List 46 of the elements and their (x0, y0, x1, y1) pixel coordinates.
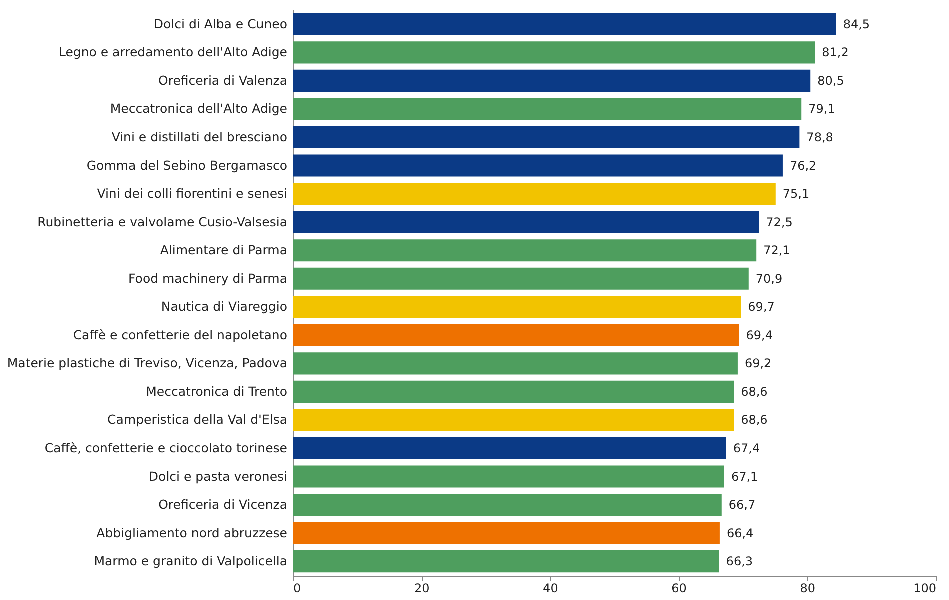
y-tick-label: Rubinetteria e valvolame Cusio-Valsesia (38, 214, 288, 230)
data-label: 67,1 (731, 470, 758, 484)
data-label: 67,4 (733, 441, 760, 456)
data-label: 72,5 (766, 215, 793, 230)
y-tick-label: Food machinery di Parma (128, 270, 288, 286)
y-tick-label: Oreficeria di Vicenza (158, 497, 288, 512)
data-label: 75,1 (782, 187, 810, 202)
data-label: 81,2 (822, 46, 849, 60)
data-label: 68,6 (741, 413, 768, 428)
x-tick-label: 40 (543, 582, 558, 596)
y-tick-label: Camperistica della Val d'Elsa (108, 412, 288, 428)
y-tick-label: Nautica di Viareggio (161, 299, 288, 314)
data-label: 84,5 (843, 17, 870, 32)
y-tick-label: Dolci e pasta veronesi (148, 468, 288, 484)
y-tick-label: Caffè, confetterie e cioccolato torinese (44, 440, 288, 456)
data-label: 78,8 (806, 130, 834, 145)
data-label: 69,4 (746, 328, 773, 342)
y-tick-label: Oreficeria di Valenza (158, 72, 288, 88)
y-tick-label: Materie plastiche di Treviso, Vicenza, Padova (7, 356, 288, 371)
y-tick-label: Gomma del Sebino Bergamasco (86, 158, 288, 173)
x-tick-label: 0 (294, 582, 302, 596)
data-label: 80,5 (818, 74, 844, 88)
y-tick-label: Legno e arredamento dell'Alto Adige (58, 44, 288, 60)
data-label: 69,7 (748, 300, 775, 314)
data-label: 72,1 (764, 244, 790, 258)
x-tick-label: 60 (672, 582, 687, 596)
y-tick-label: Abbigliamento nord abruzzese (96, 525, 288, 540)
data-label: 66,7 (728, 498, 756, 512)
y-tick-label: Meccatronica di Trento (146, 384, 288, 399)
data-label: 76,2 (790, 158, 817, 173)
data-label: 66,4 (726, 526, 754, 540)
data-label: 70,9 (756, 272, 783, 286)
data-label: 68,6 (741, 384, 768, 399)
y-tick-label: Vini e distillati del bresciano (112, 130, 288, 145)
y-tick-label: Alimentare di Parma (160, 242, 288, 258)
x-tick-label: 80 (800, 582, 816, 596)
data-label: 79,1 (808, 102, 836, 116)
y-tick-label: Dolci di Alba e Cuneo (154, 16, 288, 32)
x-tick-label: 20 (414, 582, 430, 596)
y-tick-label: Meccatronica dell'Alto Adige (110, 101, 288, 116)
data-label: 66,3 (726, 554, 754, 569)
y-tick-label: Caffè e confetterie del napoletano (73, 327, 288, 342)
x-tick-label: 100 (914, 582, 936, 596)
data-label: 69,2 (744, 356, 772, 371)
y-tick-label: Marmo e granito di Valpolicella (94, 554, 288, 569)
y-tick-label: Vini dei colli fiorentini e senesi (97, 186, 288, 202)
